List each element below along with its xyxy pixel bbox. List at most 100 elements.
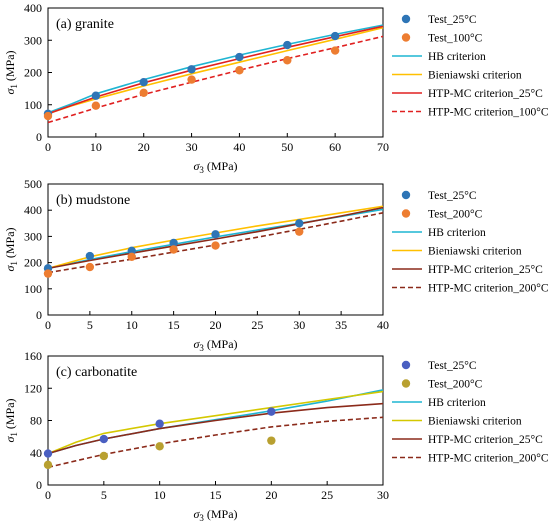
legend-label: HTP-MC criterion_200°C — [428, 283, 549, 295]
y-tick-label: 80 — [30, 414, 42, 428]
series-line — [47, 390, 384, 455]
x-axis-label: σ3 (MPa) — [193, 337, 237, 353]
x-tick-label: 25 — [321, 488, 333, 502]
data-point — [85, 251, 95, 261]
legend-label: HB criterion — [428, 51, 486, 63]
legend-label: Bieniawski criterion — [428, 246, 522, 258]
legend-label: HTP-MC criterion_25°C — [428, 434, 543, 446]
data-point — [155, 419, 164, 428]
data-point — [211, 230, 220, 239]
data-point — [43, 460, 53, 470]
data-point — [295, 219, 304, 228]
data-point — [267, 436, 276, 445]
data-point — [169, 238, 178, 248]
x-tick-label: 30 — [293, 318, 305, 332]
legend-label: HTP-MC criterion_100°C — [428, 107, 549, 119]
x-tick-label: 5 — [101, 488, 107, 502]
data-point — [330, 46, 340, 55]
x-tick-label: 10 — [126, 318, 138, 332]
legend-label: HTP-MC criterion_25°C — [428, 264, 543, 276]
data-point — [211, 241, 220, 250]
y-tick-label: 200 — [24, 66, 42, 80]
data-point — [127, 252, 136, 262]
x-tick-label: 50 — [281, 140, 293, 154]
legend-label: HB criterion — [428, 227, 486, 239]
data-point — [295, 227, 304, 236]
panel-title: (c) carbonatite — [56, 365, 137, 380]
x-tick-label: 10 — [154, 488, 166, 502]
x-tick-label: 10 — [90, 140, 102, 154]
x-tick-label: 25 — [251, 318, 263, 332]
data-point — [91, 91, 101, 100]
data-point — [85, 262, 95, 272]
legend-marker — [401, 33, 411, 42]
series-line — [47, 402, 384, 455]
data-point — [139, 88, 148, 98]
legend-label: Test_200°C — [428, 209, 483, 221]
legend-label: Test_100°C — [428, 33, 483, 45]
series-line — [47, 26, 384, 115]
y-tick-label: 300 — [24, 33, 42, 47]
legend-label: HB criterion — [428, 397, 486, 409]
chart-panel-3: 0 5 10 15 20 25 30 0 40 80 120 160 σ3 (MPa) σ1 (MPa) (… — [3, 349, 549, 523]
y-tick-label: 100 — [24, 98, 42, 112]
legend-label: Test_200°C — [428, 379, 483, 391]
data-point — [99, 451, 109, 461]
data-point — [91, 101, 101, 110]
y-tick-label: 200 — [24, 256, 42, 270]
y-tick-label: 300 — [24, 229, 42, 243]
y-tick-label: 400 — [24, 203, 42, 217]
legend-marker — [401, 14, 411, 24]
x-tick-label: 60 — [329, 140, 341, 154]
data-point — [330, 31, 340, 41]
y-tick-label: 400 — [24, 1, 42, 15]
legend-marker — [401, 190, 411, 200]
data-point — [187, 65, 196, 74]
y-axis-label: σ1 (MPa) — [3, 227, 19, 271]
x-tick-label: 15 — [168, 318, 180, 332]
x-tick-label: 35 — [335, 318, 347, 332]
x-tick-label: 0 — [45, 318, 51, 332]
legend-label: Bieniawski criterion — [428, 70, 522, 82]
data-point — [139, 77, 148, 87]
series-line — [47, 35, 384, 124]
data-point — [235, 66, 244, 75]
data-point — [127, 246, 136, 256]
legend-marker — [401, 209, 411, 218]
x-tick-label: 40 — [233, 140, 245, 154]
y-tick-label: 0 — [36, 130, 42, 144]
x-tick-label: 5 — [87, 318, 93, 332]
data-point — [235, 52, 244, 62]
legend-label: HTP-MC criterion_25°C — [428, 88, 543, 100]
x-tick-label: 0 — [45, 488, 51, 502]
x-axis-label: σ3 (MPa) — [193, 507, 237, 523]
series-line — [47, 416, 384, 469]
legend-label: Test_25°C — [428, 190, 477, 202]
data-point — [283, 40, 292, 50]
data-point — [155, 442, 164, 451]
legend-marker — [401, 360, 411, 370]
data-point — [43, 449, 53, 458]
panel-title: (b) mudstone — [56, 193, 130, 208]
legend-label: Test_25°C — [428, 360, 477, 372]
y-tick-label: 120 — [24, 381, 42, 395]
legend-label: Test_25°C — [428, 14, 477, 26]
x-tick-label: 20 — [265, 488, 277, 502]
legend-label: Bieniawski criterion — [428, 416, 522, 428]
series-line — [47, 206, 384, 270]
data-point — [187, 75, 196, 84]
data-point — [283, 56, 292, 65]
y-tick-label: 0 — [36, 308, 42, 322]
y-tick-label: 40 — [30, 446, 42, 460]
data-point — [169, 245, 178, 254]
x-tick-label: 20 — [210, 318, 222, 332]
x-tick-label: 0 — [45, 140, 51, 154]
x-tick-label: 30 — [377, 488, 389, 502]
panel-title: (a) granite — [56, 17, 114, 32]
chart-panel-1: 0 10 20 30 40 50 60 70 0 100 200 300 400 σ3 (MPa) σ1 (… — [3, 1, 549, 175]
data-point — [267, 407, 276, 416]
y-tick-label: 160 — [24, 349, 42, 363]
y-tick-label: 0 — [36, 478, 42, 492]
